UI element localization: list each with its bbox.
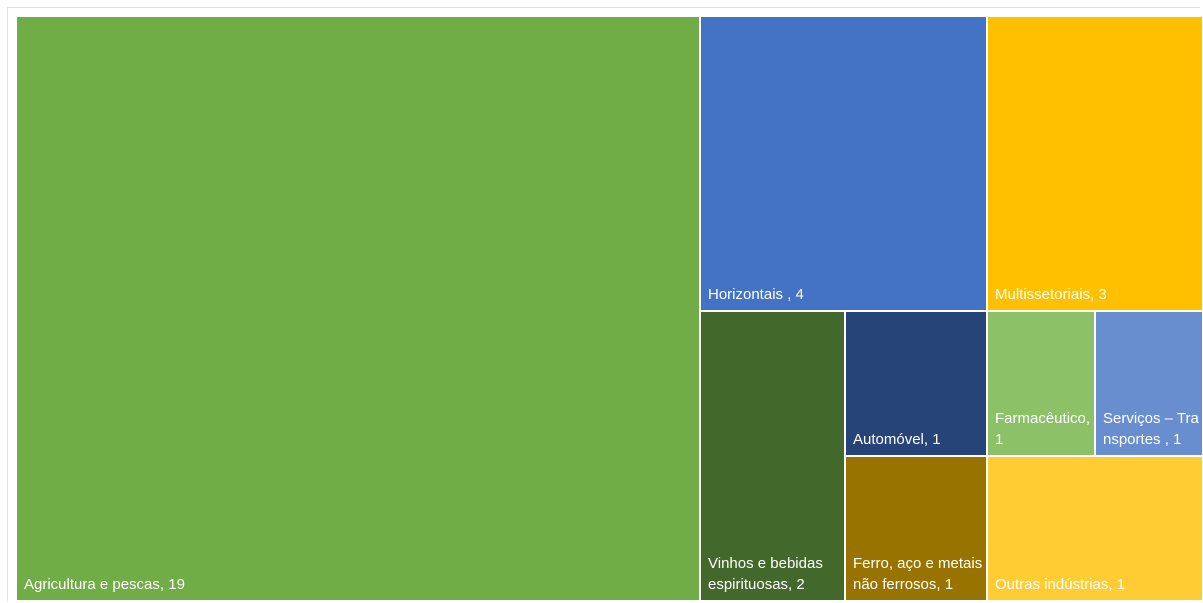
- tile-label: Farmacêutico, 1: [995, 410, 1091, 448]
- tile-agricultura-e-pescas: Agricultura e pescas, 19: [15, 15, 701, 602]
- tile-outras-industrias: Outras indústrias, 1: [986, 455, 1203, 602]
- tile-servicos-transportes: Serviços – Transportes , 1: [1094, 310, 1203, 457]
- tile-label: Horizontais , 4: [708, 286, 804, 303]
- tile-label: Outras indústrias, 1: [995, 576, 1126, 593]
- tile-label: Ferro, aço e metais não ferrosos, 1: [853, 555, 983, 593]
- tile-label: Agricultura e pescas, 19: [24, 576, 185, 593]
- tile-farmaceutico: Farmacêutico, 1: [986, 310, 1096, 457]
- treemap-chart: Agricultura e pescas, 19 Horizontais , 4 M…: [15, 15, 1203, 602]
- tile-label: Vinhos e bebidas espirituosas, 2: [708, 555, 823, 593]
- tile-vinhos-e-bebidas: Vinhos e bebidas espirituosas, 2: [699, 310, 846, 602]
- tile-label: Automóvel, 1: [853, 431, 941, 448]
- tile-label: Multissetoriais, 3: [995, 286, 1107, 303]
- tile-multissetoriais: Multissetoriais, 3: [986, 15, 1203, 312]
- tile-label: Serviços – Transportes , 1: [1103, 410, 1199, 448]
- tile-automovel: Automóvel, 1: [844, 310, 988, 457]
- tile-horizontais: Horizontais , 4: [699, 15, 988, 312]
- tile-ferro-aco: Ferro, aço e metais não ferrosos, 1: [844, 455, 988, 602]
